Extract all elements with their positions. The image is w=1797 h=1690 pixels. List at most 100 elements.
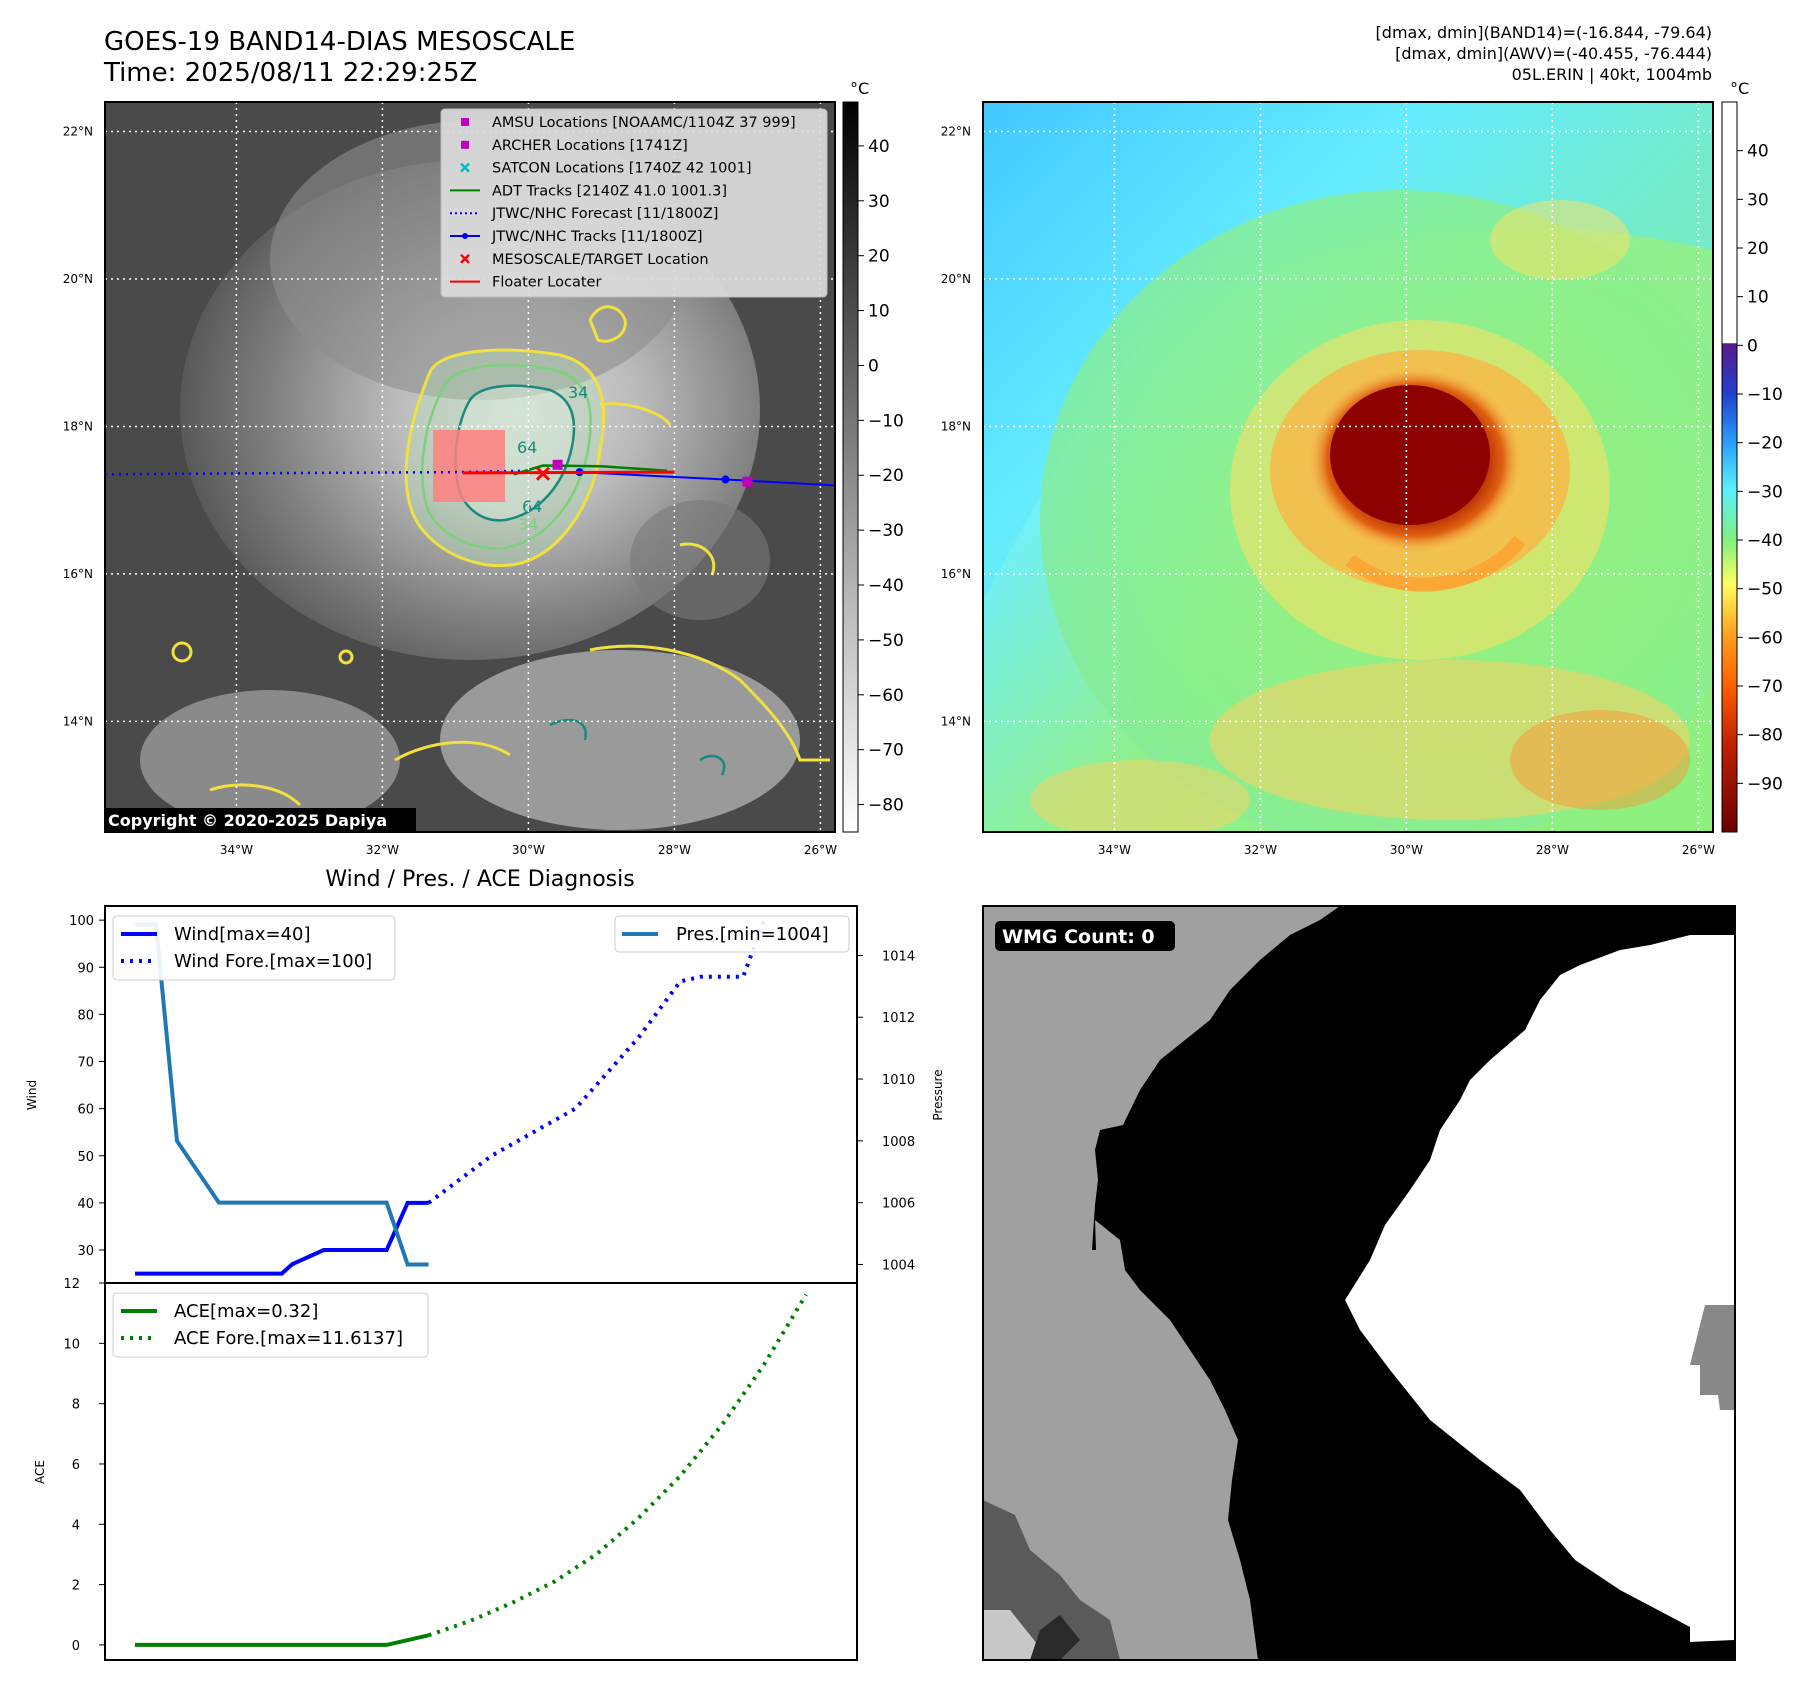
ir-map-lat-label: 14°N (63, 714, 93, 728)
colorbar-tick-label: −30 (1747, 482, 1783, 502)
wind-pressure-chart: Wind Pressure 30 40 50 60 70 80 90 100 1004 1006 1… (25, 905, 945, 1284)
legend-item: JTWC/NHC Tracks [11/1800Z] (450, 229, 703, 245)
legend-swatch (461, 118, 469, 126)
legend-label: ACE[max=0.32] (174, 1301, 318, 1322)
colorbar-tick-label: −20 (1747, 434, 1783, 454)
ace-axis-label: ACE (33, 1460, 47, 1484)
wv-map-lon-label: 28°W (1536, 843, 1569, 857)
colorbar-tick-label: −10 (868, 411, 904, 431)
ace-chart: ACE 0 2 4 6 8 10 12 ACE[max=0.32] ACE Fore.[max… (33, 1277, 858, 1661)
colorbar-tick-label: −60 (1747, 628, 1783, 648)
pressure-tick-label: 1014 (882, 949, 915, 964)
colorbar-tick-label: −10 (1747, 385, 1783, 405)
colorbar-tick-label: 20 (868, 247, 890, 267)
wind-tick-label: 50 (77, 1150, 94, 1165)
wmg-count-badge (995, 921, 1175, 951)
stats-band14: [dmax, dmin](BAND14)=(-16.844, -79.64) (1376, 23, 1712, 42)
floater-box (433, 430, 505, 502)
diagnosis-title: Wind / Pres. / ACE Diagnosis (325, 867, 634, 892)
ir-map-lat-label: 22°N (63, 124, 93, 138)
amsu-location-marker (742, 476, 753, 487)
wv-map-lat-label: 16°N (941, 567, 971, 581)
ace-tick-label: 8 (72, 1398, 80, 1413)
stats-storm: 05L.ERIN | 40kt, 1004mb (1512, 65, 1712, 84)
contour-label-3: 34 (518, 515, 538, 534)
colorbar-tick-label: −30 (868, 521, 904, 541)
ace-tick-label: 10 (63, 1337, 80, 1352)
series-wind-forecast (427, 919, 766, 1205)
wind-tick-label: 60 (77, 1103, 94, 1118)
legend-label: SATCON Locations [1740Z 42 1001] (492, 161, 751, 177)
ace-tick-label: 2 (72, 1579, 80, 1594)
ir-map-lon-label: 26°W (804, 843, 837, 857)
colorbar-tick-label: 30 (1747, 190, 1769, 210)
wind-tick-label: 30 (77, 1244, 94, 1259)
ir-map-lat-label: 18°N (63, 419, 93, 433)
legend-label: Floater Locater (492, 275, 601, 291)
legend-swatch-dot (462, 233, 468, 239)
wind-tick-label: 80 (77, 1008, 94, 1023)
wv-map-lat-label: 14°N (941, 714, 971, 728)
ir-map-lon-label: 34°W (220, 843, 253, 857)
ace-tick-label: 0 (72, 1639, 80, 1654)
legend-label: Wind Fore.[max=100] (174, 951, 372, 972)
wv-map-axis-labels: 22°N 20°N 18°N 16°N 14°N 34°W 32°W 30°W 28°W 26°W (941, 124, 1715, 857)
ace-legend (112, 1292, 429, 1358)
ace-tick-label: 4 (72, 1518, 80, 1533)
legend-swatch (460, 253, 470, 264)
legend-swatch (460, 162, 470, 173)
wind-tick-label: 90 (77, 961, 94, 976)
legend-label: Wind[max=40] (174, 924, 311, 945)
colorbar-tick-label: −80 (868, 796, 904, 816)
legend-item: AMSU Locations [NOAAMC/1104Z 37 999] (461, 115, 796, 131)
figure-time: Time: 2025/08/11 22:29:25Z (103, 58, 477, 88)
legend-item: Floater Locater (450, 275, 601, 291)
mesoscale-target-marker (535, 466, 551, 481)
colorbar-tick-label: 40 (1747, 142, 1769, 162)
pressure-tick-label: 1006 (882, 1197, 915, 1212)
colorbar-tick-label: −70 (868, 741, 904, 761)
stats-awv: [dmax, dmin](AWV)=(-40.455, -76.444) (1395, 44, 1712, 63)
wmg-count-text: WMG Count: 0 (1002, 926, 1155, 948)
figure-title: GOES-19 BAND14-DIAS MESOSCALE (104, 27, 575, 57)
legend-label: JTWC/NHC Forecast [11/1800Z] (491, 206, 718, 222)
legend-label: ACE Fore.[max=11.6137] (174, 1328, 403, 1349)
wv-colorbar: °C 40 30 20 10 0 −10 −20 −30 −40 −50 −60 −70 −80 −90 (1721, 79, 1783, 833)
wv-map-lat-label: 18°N (941, 419, 971, 433)
ir-map-lat-label: 16°N (63, 567, 93, 581)
wv-map-lon-label: 30°W (1390, 843, 1423, 857)
pressure-tick-label: 1012 (882, 1011, 915, 1026)
colorbar-tick-label: −60 (868, 686, 904, 706)
colorbar-tick-label: 30 (868, 192, 890, 212)
floater-locater (462, 470, 675, 475)
pressure-tick-label: 1010 (882, 1073, 915, 1088)
ace-tick-label: 6 (72, 1458, 80, 1473)
ir-colorbar: °C 40 30 20 10 0 −10 −20 −30 −40 −50 −60 −70 −80 (842, 79, 904, 833)
ir-map-lat-label: 20°N (63, 272, 93, 286)
legend-item: ADT Tracks [2140Z 41.0 1001.3] (450, 183, 727, 199)
wmg-panel: WMG Count: 0 (982, 905, 1736, 1661)
colorbar-tick-label: 10 (1747, 288, 1769, 308)
ir-colorbar-unit: °C (850, 79, 869, 98)
wind-tick-label: 100 (69, 914, 94, 929)
contour-label-2: 64 (522, 497, 542, 516)
legend-label: JTWC/NHC Tracks [11/1800Z] (491, 229, 703, 245)
legend-label: AMSU Locations [NOAAMC/1104Z 37 999] (492, 115, 796, 131)
wind-tick-label: 40 (77, 1197, 94, 1212)
colorbar-tick-label: 0 (868, 356, 879, 376)
colorbar-tick-label: 20 (1747, 239, 1769, 259)
colorbar-tick-label: −40 (868, 576, 904, 596)
wv-map-lon-label: 32°W (1244, 843, 1277, 857)
series-ace (135, 1633, 430, 1647)
wind-axis-label: Wind (25, 1080, 39, 1110)
series-wind (135, 1200, 429, 1276)
colorbar-tick-label: −50 (868, 631, 904, 651)
legend-label: ARCHER Locations [1741Z] (492, 138, 688, 154)
wv-colorbar-unit: °C (1730, 79, 1749, 98)
wv-map-gridlines (983, 102, 1713, 832)
colorbar-tick-label: −70 (1747, 677, 1783, 697)
colorbar-tick-label: −80 (1747, 726, 1783, 746)
legend-swatch (461, 140, 469, 149)
colorbar-tick-label: −50 (1747, 580, 1783, 600)
